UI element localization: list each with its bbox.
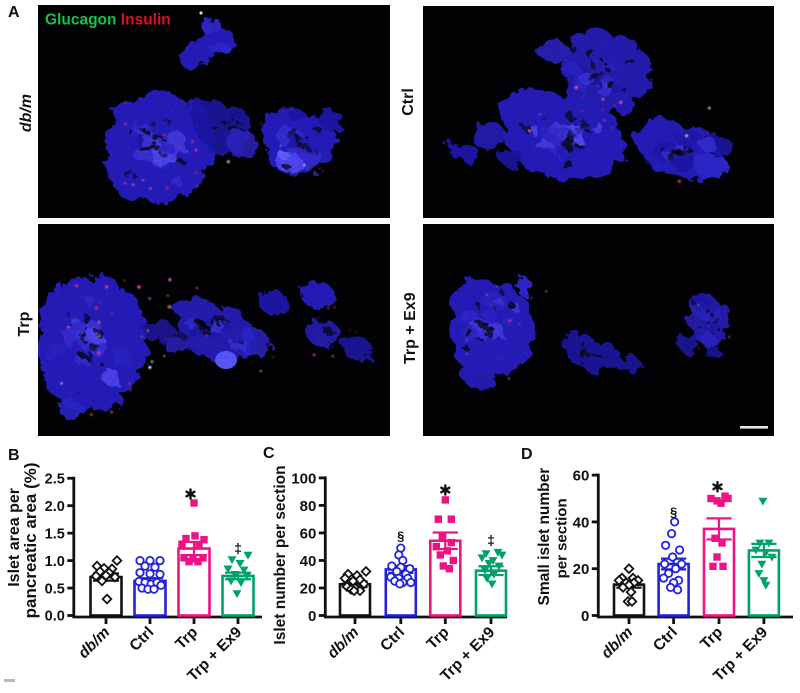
svg-text:§: §	[397, 528, 404, 543]
svg-text:db/m: db/m	[324, 624, 362, 662]
svg-text:60: 60	[300, 525, 317, 542]
svg-text:2.0: 2.0	[45, 499, 65, 515]
svg-text:§: §	[670, 505, 677, 520]
svg-text:0.5: 0.5	[45, 581, 65, 597]
svg-text:Islet area per: Islet area per	[6, 488, 23, 587]
svg-text:db/m: db/m	[598, 624, 636, 662]
svg-text:Trp: Trp	[424, 624, 453, 653]
svg-text:60: 60	[573, 468, 590, 485]
svg-text:Trp: Trp	[697, 624, 726, 653]
svg-text:20: 20	[573, 561, 590, 578]
svg-text:Trp: Trp	[172, 624, 201, 653]
svg-text:Ctrl: Ctrl	[377, 624, 408, 655]
svg-text:per section: per section	[554, 498, 571, 578]
svg-text:pancreatic area (%): pancreatic area (%)	[21, 462, 40, 618]
svg-text:1.5: 1.5	[45, 526, 65, 542]
svg-text:Ctrl: Ctrl	[126, 624, 157, 655]
svg-text:80: 80	[300, 498, 317, 515]
svg-text:40: 40	[300, 553, 317, 570]
svg-text:Glucagon Insulin: Glucagon Insulin	[45, 12, 171, 29]
svg-text:Small islet number: Small islet number	[536, 468, 553, 606]
svg-text:0: 0	[308, 608, 316, 625]
svg-text:20: 20	[300, 580, 317, 597]
svg-text:‡: ‡	[487, 532, 495, 548]
svg-text:1.0: 1.0	[45, 554, 65, 570]
svg-text:40: 40	[573, 514, 590, 531]
svg-text:Islet number per section: Islet number per section	[272, 465, 289, 644]
svg-text:0: 0	[581, 608, 589, 625]
svg-text:Ctrl: Ctrl	[650, 624, 681, 655]
svg-text:db/m: db/m	[75, 624, 113, 662]
svg-text:100: 100	[291, 470, 316, 487]
svg-text:2.5: 2.5	[45, 471, 65, 487]
svg-text:0.0: 0.0	[45, 609, 65, 625]
svg-text:‡: ‡	[234, 540, 242, 556]
